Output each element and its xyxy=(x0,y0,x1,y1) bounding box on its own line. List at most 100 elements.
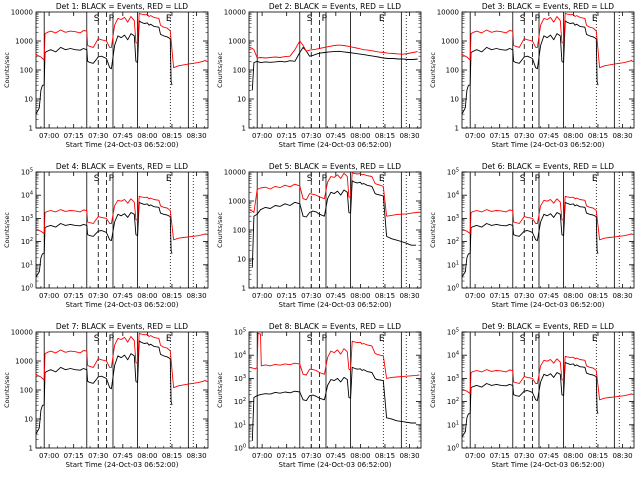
y-tick-label: 102 xyxy=(447,397,459,406)
x-tick-label: 08:00 xyxy=(563,132,583,140)
y-tick-label: 1 xyxy=(242,285,246,293)
y-tick-label: 101 xyxy=(447,260,459,269)
x-tick-label: 08:00 xyxy=(350,452,370,460)
chart-panel-6: Det 6: BLACK = Events, RED = LLD 07:00 07:… xyxy=(429,162,635,309)
series-line-lld xyxy=(461,195,633,241)
y-tick-label: 10 xyxy=(24,416,33,424)
y-tick-label: 105 xyxy=(447,328,459,337)
y-axis-label: Counts/sec xyxy=(429,52,437,88)
x-tick-label: 07:15 xyxy=(277,132,297,140)
x-tick-label: 07:30 xyxy=(514,132,534,140)
y-tick-label: 10000 xyxy=(224,9,246,17)
y-tick-label: 105 xyxy=(447,168,459,177)
x-tick-label: 07:30 xyxy=(88,452,108,460)
series-line-events xyxy=(461,201,599,278)
series-line-events xyxy=(35,20,173,115)
x-tick-label: 08:15 xyxy=(375,132,395,140)
chart-title: Det 2: BLACK = Events, RED = LLD xyxy=(269,2,401,11)
interval-marker-p: P xyxy=(109,334,115,344)
plot-frame xyxy=(35,171,209,289)
y-tick-label: 102 xyxy=(447,237,459,246)
y-axis-label: Counts/sec xyxy=(3,212,11,248)
x-tick-label: 08:30 xyxy=(612,452,632,460)
y-tick-label: 100 xyxy=(447,284,459,293)
x-tick-label: 07:30 xyxy=(301,132,321,140)
interval-marker-s: S xyxy=(520,334,526,344)
chart-title: Det 3: BLACK = Events, RED = LLD xyxy=(482,2,614,11)
y-axis-label: Counts/sec xyxy=(3,372,11,408)
y-axis-label: Counts/sec xyxy=(3,52,11,88)
interval-marker-p: P xyxy=(322,14,328,24)
plot-frame xyxy=(461,11,635,129)
x-tick-label: 07:15 xyxy=(64,132,84,140)
interval-marker-s: S xyxy=(307,334,313,344)
y-tick-label: 1000 xyxy=(228,198,246,206)
chart-panel-9: Det 9: BLACK = Events, RED = LLD 07:00 07:… xyxy=(429,322,635,469)
x-axis-label: Start Time (24-Oct-03 06:52:00) xyxy=(492,461,605,469)
x-tick-label: 07:45 xyxy=(326,132,346,140)
x-tick-label: 07:30 xyxy=(88,292,108,300)
y-tick-label: 1000 xyxy=(441,38,459,46)
x-tick-label: 07:15 xyxy=(277,292,297,300)
y-tick-label: 101 xyxy=(447,420,459,429)
x-tick-label: 08:15 xyxy=(375,452,395,460)
x-tick-label: 08:00 xyxy=(137,132,157,140)
y-tick-label: 1 xyxy=(455,125,459,133)
x-tick-label: 07:15 xyxy=(64,292,84,300)
y-tick-label: 104 xyxy=(447,191,459,200)
interval-marker-e: E xyxy=(166,14,172,24)
y-tick-label: 100 xyxy=(234,444,246,453)
series-line-lld xyxy=(248,332,420,379)
x-tick-label: 07:45 xyxy=(113,132,133,140)
chart-panel-7: Det 7: BLACK = Events, RED = LLD 07:00 07:… xyxy=(3,322,209,469)
plot-frame xyxy=(248,331,422,449)
series-line-lld xyxy=(35,332,207,389)
chart-panel-5: Det 5: BLACK = Events, RED = LLD 07:00 07:… xyxy=(216,162,422,309)
interval-marker-e: E xyxy=(379,174,385,184)
interval-marker-e: E xyxy=(379,14,385,24)
x-tick-label: 08:15 xyxy=(588,132,608,140)
series-line-events xyxy=(461,361,599,438)
y-tick-label: 103 xyxy=(447,214,459,223)
x-axis-label: Start Time (24-Oct-03 06:52:00) xyxy=(66,141,179,149)
x-axis-label: Start Time (24-Oct-03 06:52:00) xyxy=(492,301,605,309)
plot-frame xyxy=(35,11,209,129)
chart-title: Det 7: BLACK = Events, RED = LLD xyxy=(56,322,188,331)
x-tick-label: 07:30 xyxy=(88,132,108,140)
y-tick-label: 102 xyxy=(21,237,33,246)
x-tick-label: 08:30 xyxy=(399,292,419,300)
x-tick-label: 08:30 xyxy=(612,132,632,140)
x-tick-label: 08:00 xyxy=(563,452,583,460)
panel-grid: Det 1: BLACK = Events, RED = LLD 07:00 07:… xyxy=(3,2,635,469)
x-tick-label: 07:30 xyxy=(514,452,534,460)
x-axis-label: Start Time (24-Oct-03 06:52:00) xyxy=(279,461,392,469)
chart-panel-3: Det 3: BLACK = Events, RED = LLD 07:00 07:… xyxy=(429,2,635,149)
chart-panel-1: Det 1: BLACK = Events, RED = LLD 07:00 07:… xyxy=(3,2,209,149)
x-tick-label: 07:30 xyxy=(514,292,534,300)
y-tick-label: 100 xyxy=(447,444,459,453)
y-tick-label: 100 xyxy=(21,284,33,293)
x-tick-label: 07:15 xyxy=(277,452,297,460)
series-line-events xyxy=(461,20,599,115)
y-tick-label: 10000 xyxy=(224,169,246,177)
y-axis-label: Counts/sec xyxy=(216,212,224,248)
y-tick-label: 105 xyxy=(21,168,33,177)
x-tick-label: 08:00 xyxy=(137,292,157,300)
x-tick-label: 07:45 xyxy=(539,452,559,460)
y-tick-label: 102 xyxy=(234,397,246,406)
interval-marker-p: P xyxy=(535,174,541,184)
x-axis-label: Start Time (24-Oct-03 06:52:00) xyxy=(279,301,392,309)
y-tick-label: 10000 xyxy=(437,9,459,17)
y-tick-label: 1 xyxy=(242,125,246,133)
x-tick-label: 07:00 xyxy=(39,132,59,140)
x-tick-label: 08:15 xyxy=(162,452,182,460)
x-tick-label: 07:00 xyxy=(252,452,272,460)
y-tick-label: 101 xyxy=(21,260,33,269)
y-tick-label: 105 xyxy=(234,328,246,337)
y-tick-label: 100 xyxy=(446,67,459,75)
chart-title: Det 5: BLACK = Events, RED = LLD xyxy=(269,162,401,171)
x-tick-label: 08:15 xyxy=(162,132,182,140)
y-axis-label: Counts/sec xyxy=(429,212,437,248)
interval-marker-p: P xyxy=(109,14,115,24)
plot-frame xyxy=(461,331,635,449)
